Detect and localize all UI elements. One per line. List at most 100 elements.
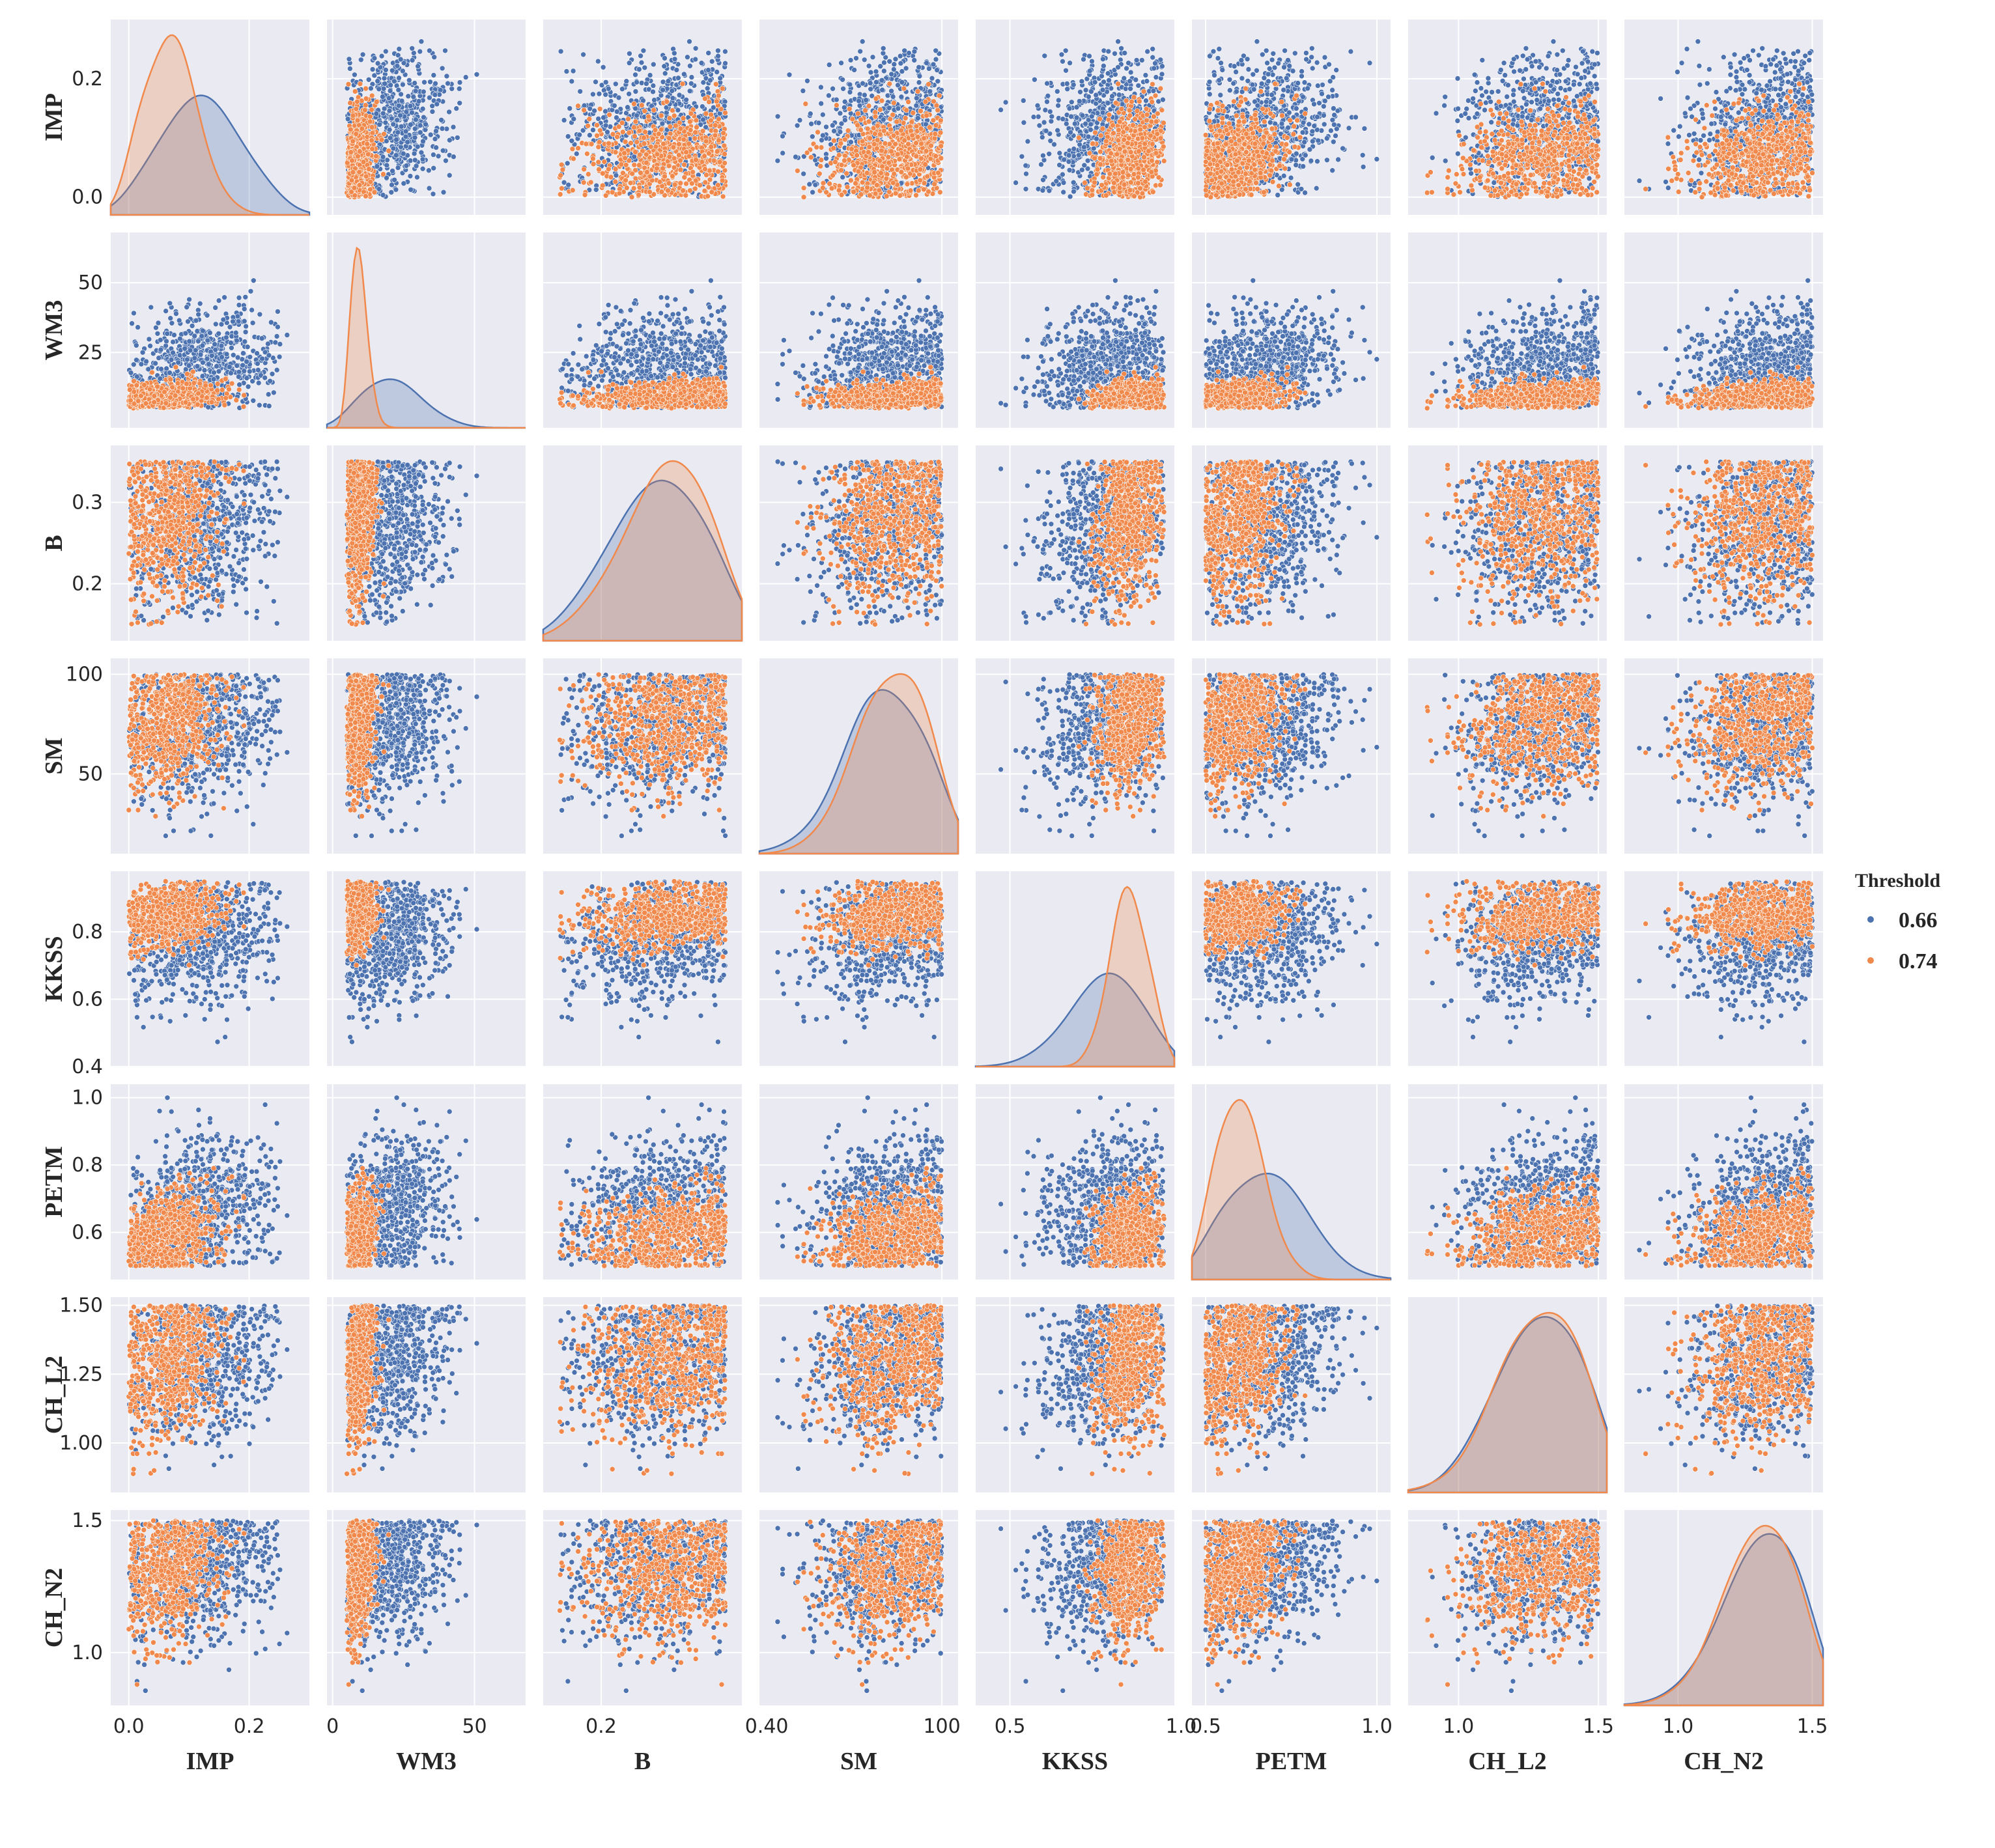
point-0.66 <box>419 150 424 155</box>
point-0.66 <box>416 64 421 69</box>
point-0.66 <box>408 173 413 178</box>
point-0.66 <box>400 82 405 87</box>
point-0.66 <box>405 139 410 145</box>
point-0.66 <box>391 122 396 127</box>
point-0.66 <box>431 165 436 171</box>
point-0.66 <box>441 189 446 195</box>
point-0.66 <box>431 191 436 197</box>
point-0.66 <box>431 152 436 158</box>
point-0.66 <box>398 57 403 62</box>
point-0.66 <box>447 137 452 143</box>
point-0.66 <box>392 177 397 182</box>
point-0.66 <box>447 109 452 115</box>
point-0.66 <box>397 46 402 51</box>
point-0.74 <box>363 103 368 108</box>
point-0.66 <box>403 134 408 139</box>
point-0.66 <box>372 55 377 61</box>
point-0.66 <box>381 86 386 91</box>
point-0.66 <box>398 113 403 118</box>
point-0.66 <box>396 103 401 108</box>
point-0.66 <box>406 94 411 99</box>
point-0.66 <box>457 86 462 91</box>
point-0.66 <box>428 132 433 137</box>
point-0.66 <box>422 79 427 85</box>
point-0.66 <box>412 158 417 163</box>
point-0.66 <box>347 66 352 71</box>
point-0.66 <box>440 126 445 132</box>
point-0.66 <box>447 173 452 178</box>
point-0.66 <box>370 67 375 72</box>
point-0.66 <box>347 57 352 62</box>
point-0.66 <box>399 98 404 104</box>
point-0.66 <box>451 124 456 130</box>
point-0.66 <box>395 130 401 135</box>
point-0.66 <box>387 108 392 113</box>
point-0.66 <box>358 57 363 63</box>
point-0.66 <box>389 116 394 121</box>
point-0.66 <box>379 53 384 59</box>
point-0.66 <box>383 67 388 72</box>
point-0.66 <box>428 79 433 85</box>
point-0.74 <box>369 107 375 113</box>
point-0.66 <box>404 163 409 168</box>
point-0.66 <box>423 122 429 127</box>
point-0.66 <box>430 104 435 109</box>
point-0.66 <box>400 68 405 74</box>
point-0.66 <box>449 86 455 91</box>
point-0.66 <box>408 158 413 163</box>
point-0.66 <box>406 77 412 83</box>
point-0.66 <box>439 117 444 122</box>
point-0.66 <box>443 158 448 163</box>
point-0.66 <box>411 50 416 55</box>
point-0.66 <box>408 104 413 109</box>
point-0.66 <box>386 96 391 101</box>
panel-IMP-vs-IMP <box>111 20 309 215</box>
point-0.66 <box>389 182 395 188</box>
point-0.66 <box>412 135 417 140</box>
point-0.66 <box>474 72 479 77</box>
point-0.66 <box>457 100 462 105</box>
point-0.66 <box>382 81 388 87</box>
point-0.66 <box>388 89 393 94</box>
point-0.66 <box>414 175 419 180</box>
point-0.66 <box>375 61 380 66</box>
point-0.66 <box>393 187 399 192</box>
point-0.66 <box>434 128 439 133</box>
point-0.66 <box>410 58 415 63</box>
panel-IMP-vs-WM3 <box>327 20 526 215</box>
point-0.66 <box>375 164 380 169</box>
panels-group <box>111 20 1823 1705</box>
point-0.66 <box>387 127 392 132</box>
point-0.66 <box>382 106 387 111</box>
point-0.66 <box>443 48 448 53</box>
point-0.66 <box>393 152 399 158</box>
point-0.66 <box>391 146 396 151</box>
point-0.66 <box>436 154 441 159</box>
point-0.66 <box>389 189 394 195</box>
point-0.66 <box>421 89 426 94</box>
point-0.66 <box>440 148 446 153</box>
point-0.66 <box>412 81 417 86</box>
point-0.66 <box>391 79 397 84</box>
point-0.66 <box>427 186 432 191</box>
point-0.66 <box>380 111 386 116</box>
point-0.66 <box>384 163 389 168</box>
point-0.66 <box>401 181 406 186</box>
point-0.66 <box>389 68 395 73</box>
point-0.66 <box>430 109 435 114</box>
point-0.66 <box>416 99 421 104</box>
point-0.66 <box>413 89 418 94</box>
point-0.66 <box>432 55 437 60</box>
point-0.66 <box>380 193 386 198</box>
point-0.66 <box>446 81 451 86</box>
point-0.66 <box>366 77 371 82</box>
point-0.66 <box>412 126 417 132</box>
point-0.66 <box>382 76 387 81</box>
point-0.66 <box>395 165 401 171</box>
point-0.66 <box>410 110 415 115</box>
point-0.66 <box>434 145 439 150</box>
point-0.66 <box>380 94 385 100</box>
point-0.66 <box>440 66 445 71</box>
point-0.66 <box>360 52 365 57</box>
point-0.66 <box>408 187 414 192</box>
